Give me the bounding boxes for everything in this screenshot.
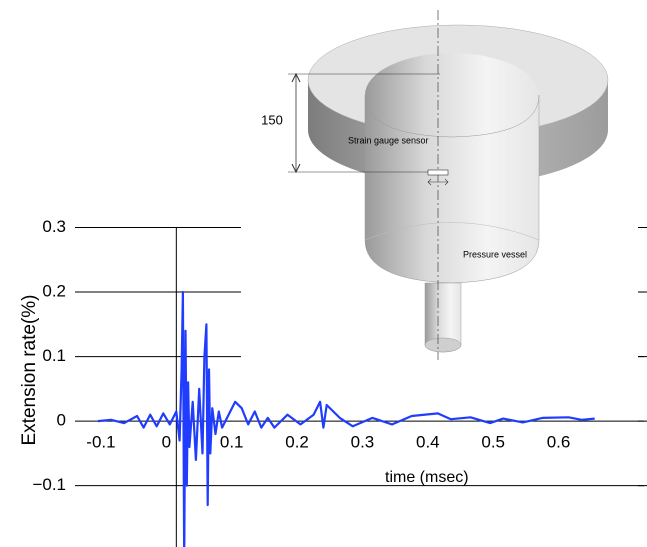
y-axis-label: Extension rate(%)	[19, 294, 40, 445]
x-tick-label: 0.3	[351, 433, 375, 452]
y-tick-label: 0.1	[42, 346, 66, 365]
dimension-label: 150	[261, 112, 283, 127]
vessel-drawing: 150 Strain gauge sensor Pressure vessel	[241, 0, 638, 362]
x-axis-label: time (msec)	[385, 469, 469, 486]
dome-edge	[364, 222, 540, 241]
annotation: Pressure vessel	[463, 249, 527, 259]
x-tick-label: 0.4	[416, 433, 440, 452]
x-tick-label: 0.5	[481, 433, 505, 452]
arrow-heads	[291, 72, 301, 174]
x-tick-label: 0.1	[220, 433, 244, 452]
y-tick-label: 0.3	[42, 217, 66, 236]
y-tick-label: 0.2	[42, 282, 66, 301]
x-tick-label: 0	[162, 433, 171, 452]
x-tick-label: 0.6	[547, 433, 571, 452]
y-tick-label: −0.1	[32, 475, 66, 494]
annotation: Strain gauge sensor	[348, 135, 429, 145]
data-line	[97, 290, 595, 547]
y-tick-label: 0	[57, 411, 66, 430]
sensor	[427, 169, 449, 176]
nozzle-end	[424, 337, 462, 353]
sensor-arrow	[427, 178, 449, 186]
x-tick-label: -0.1	[86, 433, 115, 452]
x-tick-label: 0.2	[285, 433, 309, 452]
